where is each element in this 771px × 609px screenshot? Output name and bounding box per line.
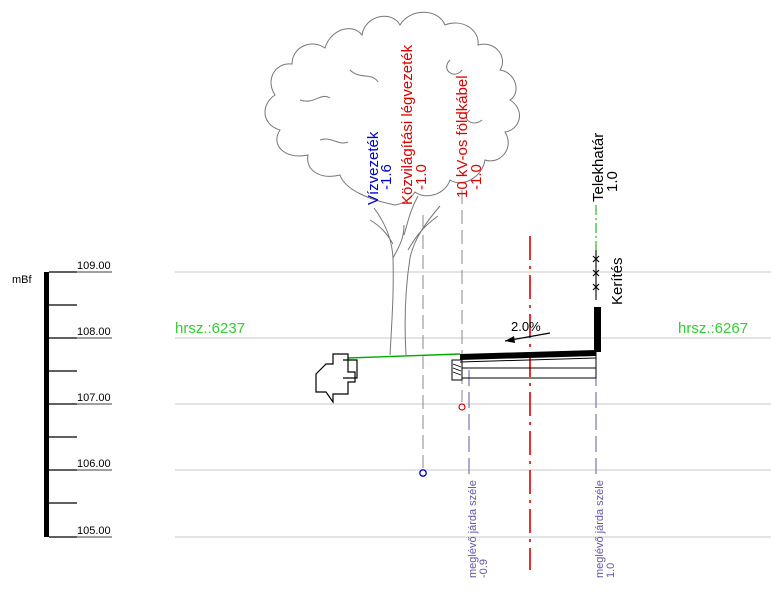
sidewalk-left-name: meglévő járda széle <box>467 480 479 578</box>
slope-indicator: 2.0% <box>504 319 551 343</box>
power-cable-depth: -1.0 <box>468 164 485 190</box>
parcel-label-left: hrsz.:6237 <box>175 320 245 337</box>
street-light-depth: -1.0 <box>413 164 430 190</box>
scale-level-label: 106.00 <box>77 458 111 470</box>
scale-level-label: 108.00 <box>77 326 111 338</box>
scale-level-label: 105.00 <box>77 525 111 537</box>
pavement-structure <box>451 350 597 381</box>
elevation-gridlines <box>175 271 771 538</box>
drainage-structure-symbol <box>315 353 358 404</box>
fence-symbol <box>592 250 601 352</box>
elevation-scale: mBf 109.00 108.00 107.00 106.00 105.00 <box>12 260 112 538</box>
power-cable-marker <box>458 403 466 411</box>
parcel-label-right: hrsz.:6267 <box>678 320 748 337</box>
scale-level-label: 107.00 <box>77 392 111 404</box>
street-light-name: Közvilágítási légvezeték <box>399 44 416 205</box>
property-line-name: Telekhatár <box>590 133 607 202</box>
sidewalk-left-value: -0.9 <box>478 559 490 578</box>
scale-unit-label: mBf <box>12 274 33 286</box>
water-pipe-marker <box>419 469 427 477</box>
property-line-value: 1.0 <box>604 171 621 192</box>
water-pipe-name: Vízvezeték <box>365 131 382 205</box>
ground-line <box>347 353 461 359</box>
sidewalk-right-name: meglévő járda széle <box>594 480 606 578</box>
power-cable-name: 10 kV-os földkábel <box>454 75 471 198</box>
slope-label: 2.0% <box>511 319 541 334</box>
sidewalk-right-value: 1.0 <box>605 563 617 578</box>
tree-symbol <box>264 11 520 356</box>
water-pipe-depth: -1.6 <box>378 164 395 190</box>
scale-level-label: 109.00 <box>77 260 111 272</box>
fence-label: Kerítés <box>609 257 626 305</box>
